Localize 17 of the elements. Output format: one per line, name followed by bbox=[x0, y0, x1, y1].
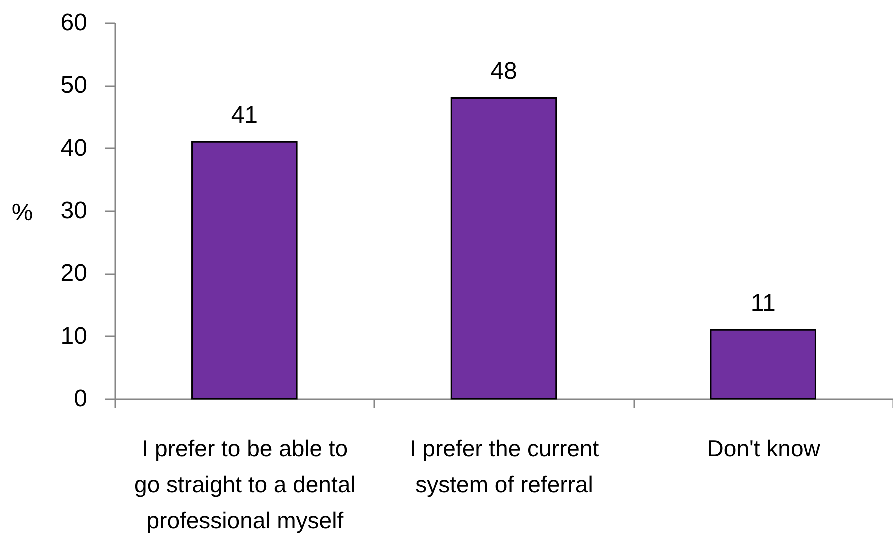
y-tick-label: 30 bbox=[60, 198, 88, 224]
x-tick-label: I prefer the current system of referral bbox=[410, 436, 600, 498]
data-label: 11 bbox=[750, 290, 776, 318]
bar bbox=[192, 141, 298, 400]
x-tick-label: Don't know bbox=[707, 436, 821, 462]
y-axis-title: % bbox=[12, 200, 34, 226]
y-tick-label: 0 bbox=[74, 386, 88, 412]
bar bbox=[710, 329, 816, 400]
data-label: 48 bbox=[490, 58, 518, 86]
y-tick-label: 50 bbox=[60, 72, 88, 100]
y-tick-label: 60 bbox=[60, 10, 88, 36]
y-tick-label: 20 bbox=[60, 260, 88, 288]
bar bbox=[450, 97, 558, 400]
x-tick-label: I prefer to be able to go straight to a dental professional myself bbox=[134, 436, 356, 534]
data-label: 41 bbox=[231, 102, 258, 130]
y-tick-label: 40 bbox=[60, 134, 88, 162]
y-tick-label: 10 bbox=[60, 322, 88, 350]
